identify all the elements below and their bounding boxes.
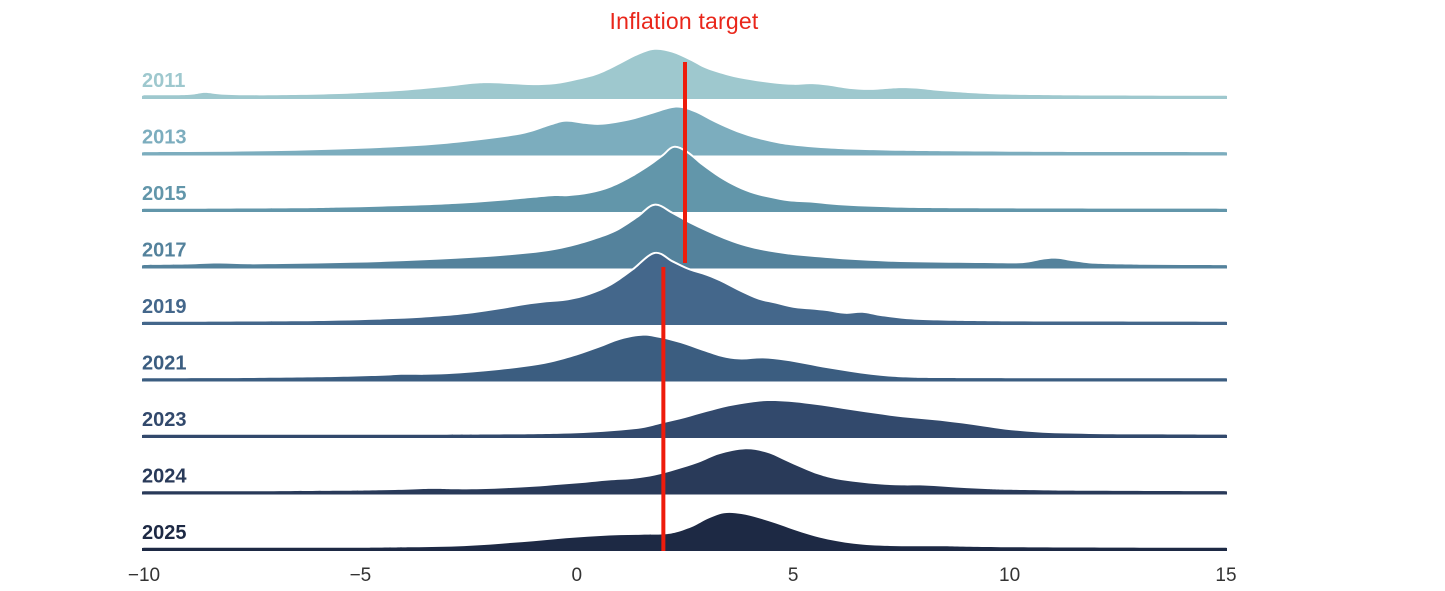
year-label-2025: 2025 [142,522,187,544]
year-label-2011: 2011 [142,70,185,92]
year-label-2024: 2024 [142,466,187,488]
x-tick-label-15: 15 [1215,565,1236,586]
ridge-area-2025 [142,512,1227,548]
year-label-2015: 2015 [142,183,187,205]
year-label-2013: 2013 [142,127,187,149]
ridge-outline-2015 [142,145,1228,211]
x-tick-label-0: 0 [572,565,583,586]
x-tick-label-10: 10 [999,565,1020,586]
year-label-2019: 2019 [142,296,187,318]
ridge-area-2021 [142,335,1227,379]
year-label-2017: 2017 [142,240,187,262]
x-tick-label--10: −10 [128,565,160,586]
year-label-2023: 2023 [142,409,187,431]
x-tick-label-5: 5 [788,565,799,586]
ridge-area-2019 [142,253,1227,322]
x-tick-label--5: −5 [350,565,372,586]
ridge-area-2023 [142,400,1227,435]
year-label-2021: 2021 [142,353,187,375]
ridge-area-2024 [142,449,1227,492]
chart-title: Inflation target [609,8,759,34]
